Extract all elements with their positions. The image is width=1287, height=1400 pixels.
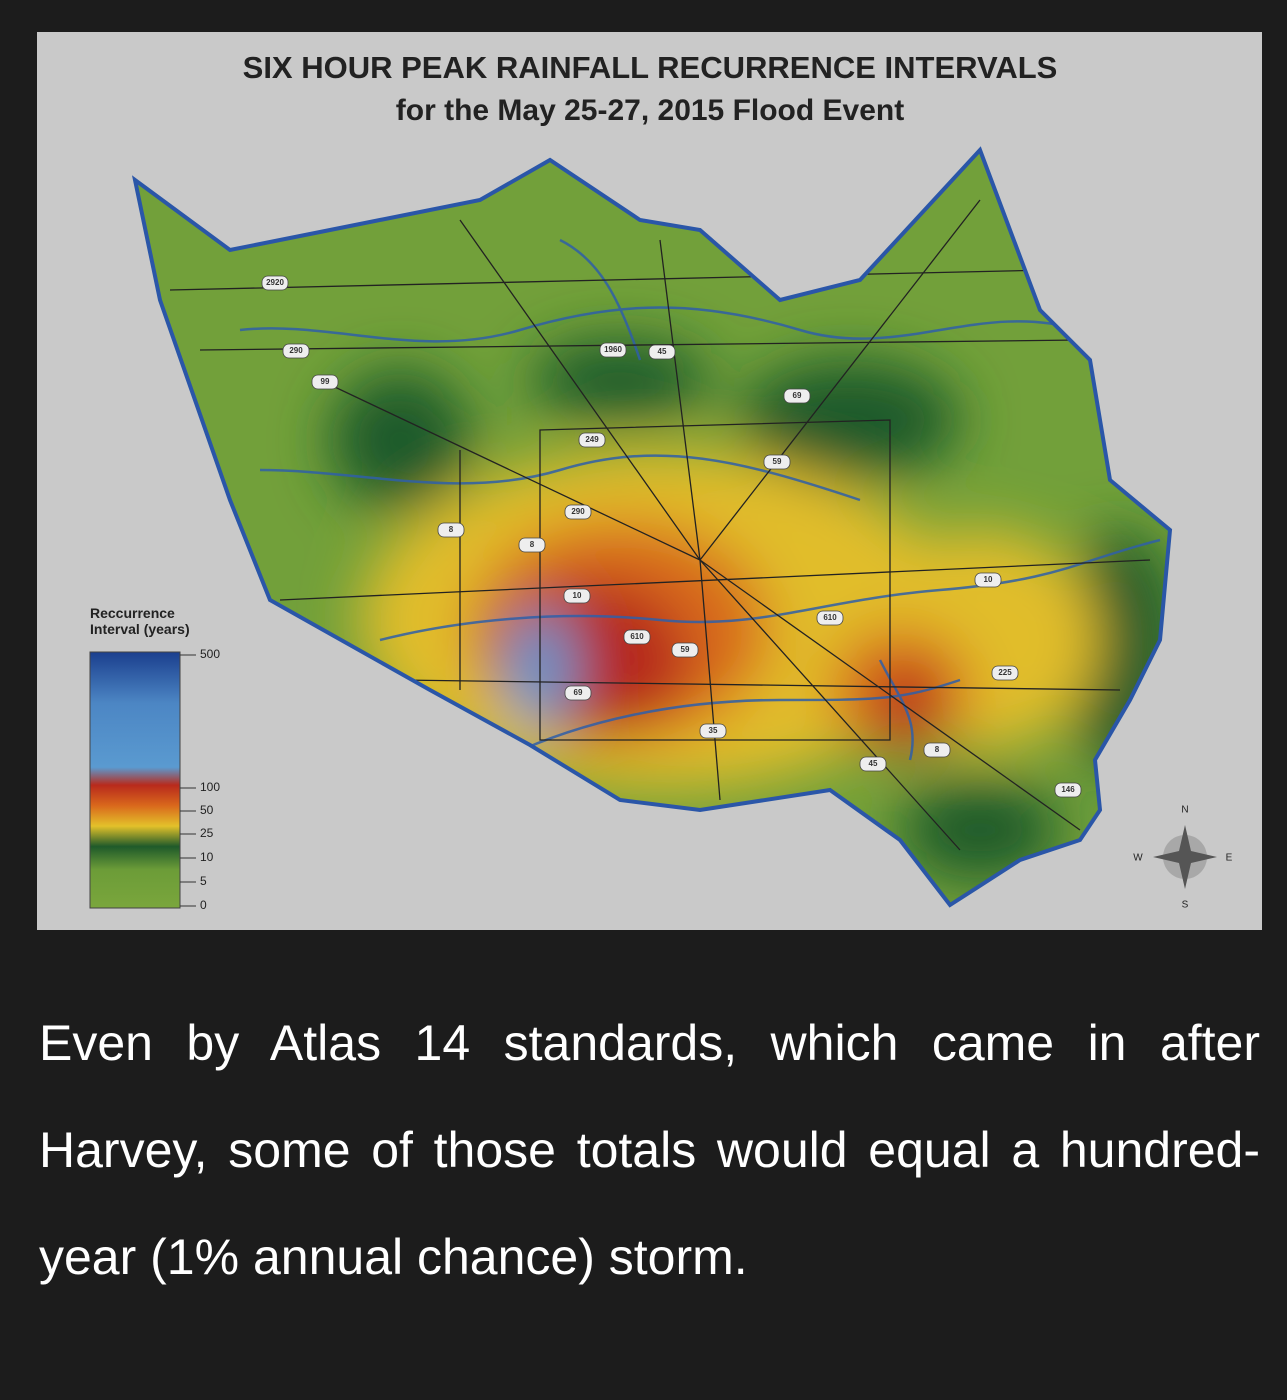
highway-label: 35	[709, 726, 718, 735]
highway-label: 8	[935, 745, 940, 754]
highway-shield	[783, 388, 811, 404]
highway-label: 225	[998, 668, 1012, 677]
map-subtitle: for the May 25-27, 2015 Flood Event	[396, 94, 905, 127]
highway-shield	[311, 374, 339, 390]
highway-shield	[261, 275, 289, 291]
highway-label: 8	[449, 525, 454, 534]
highway-shield	[578, 432, 606, 448]
legend-tick-label: 5	[200, 874, 207, 888]
highway-shield	[563, 588, 591, 604]
compass-w: W	[1133, 853, 1143, 864]
highway-shield	[991, 665, 1019, 681]
highway-label: 146	[1061, 785, 1075, 794]
legend-tick-label: 0	[200, 898, 207, 912]
highway-label: 8	[530, 540, 535, 549]
highway-shield	[974, 572, 1002, 588]
compass-n: N	[1181, 805, 1188, 816]
compass-e: E	[1226, 853, 1233, 864]
highway-shield	[816, 610, 844, 626]
compass: N S E W	[1133, 805, 1232, 911]
highway-shield	[518, 537, 546, 553]
highway-label: 99	[321, 377, 330, 386]
highway-shield	[763, 454, 791, 470]
highway-shield	[923, 742, 951, 758]
highway-label: 249	[585, 435, 599, 444]
highway-label: 45	[869, 759, 878, 768]
legend-tick-label: 50	[200, 803, 214, 817]
legend-bar	[89, 651, 181, 909]
highway-labels: 2920 290 99 1960 45 69 249 59 290 8 8 10 610 59 69 35 45…	[261, 275, 1082, 798]
legend-tick-label: 100	[200, 780, 220, 794]
caption: Even by Atlas 14 standards, which came i…	[39, 1015, 1260, 1285]
highway-shield	[564, 504, 592, 520]
highway-label: 45	[658, 347, 667, 356]
highway-shield	[671, 642, 699, 658]
highway-label: 59	[681, 645, 690, 654]
highway-shield	[859, 756, 887, 772]
highway-label: 1960	[604, 345, 622, 354]
highway-shield	[648, 344, 676, 360]
legend-title: Reccurrence Interval (years)	[90, 605, 190, 637]
highway-shield	[282, 343, 310, 359]
map-image: SIX HOUR PEAK RAINFALL RECURRENCE INTERV…	[37, 32, 1262, 930]
highway-label: 59	[773, 457, 782, 466]
highway-label: 69	[574, 688, 583, 697]
highway-label: 10	[573, 591, 582, 600]
highway-label: 2920	[266, 278, 284, 287]
highway-shield	[437, 522, 465, 538]
legend-tick-label: 25	[200, 826, 214, 840]
highway-shield	[564, 685, 592, 701]
highway-label: 610	[823, 613, 837, 622]
highway-shield	[699, 723, 727, 739]
highway-shield	[1054, 782, 1082, 798]
highway-label: 290	[289, 346, 303, 355]
compass-s: S	[1182, 900, 1189, 911]
map-title: SIX HOUR PEAK RAINFALL RECURRENCE INTERV…	[243, 50, 1058, 85]
legend-tick-label: 500	[200, 647, 220, 661]
highway-shield	[599, 342, 627, 358]
highway-label: 610	[630, 632, 644, 641]
legend-tick-label: 10	[200, 850, 214, 864]
highway-label: 290	[571, 507, 585, 516]
highway-label: 69	[793, 391, 802, 400]
highway-shield	[623, 629, 651, 645]
highway-label: 10	[984, 575, 993, 584]
